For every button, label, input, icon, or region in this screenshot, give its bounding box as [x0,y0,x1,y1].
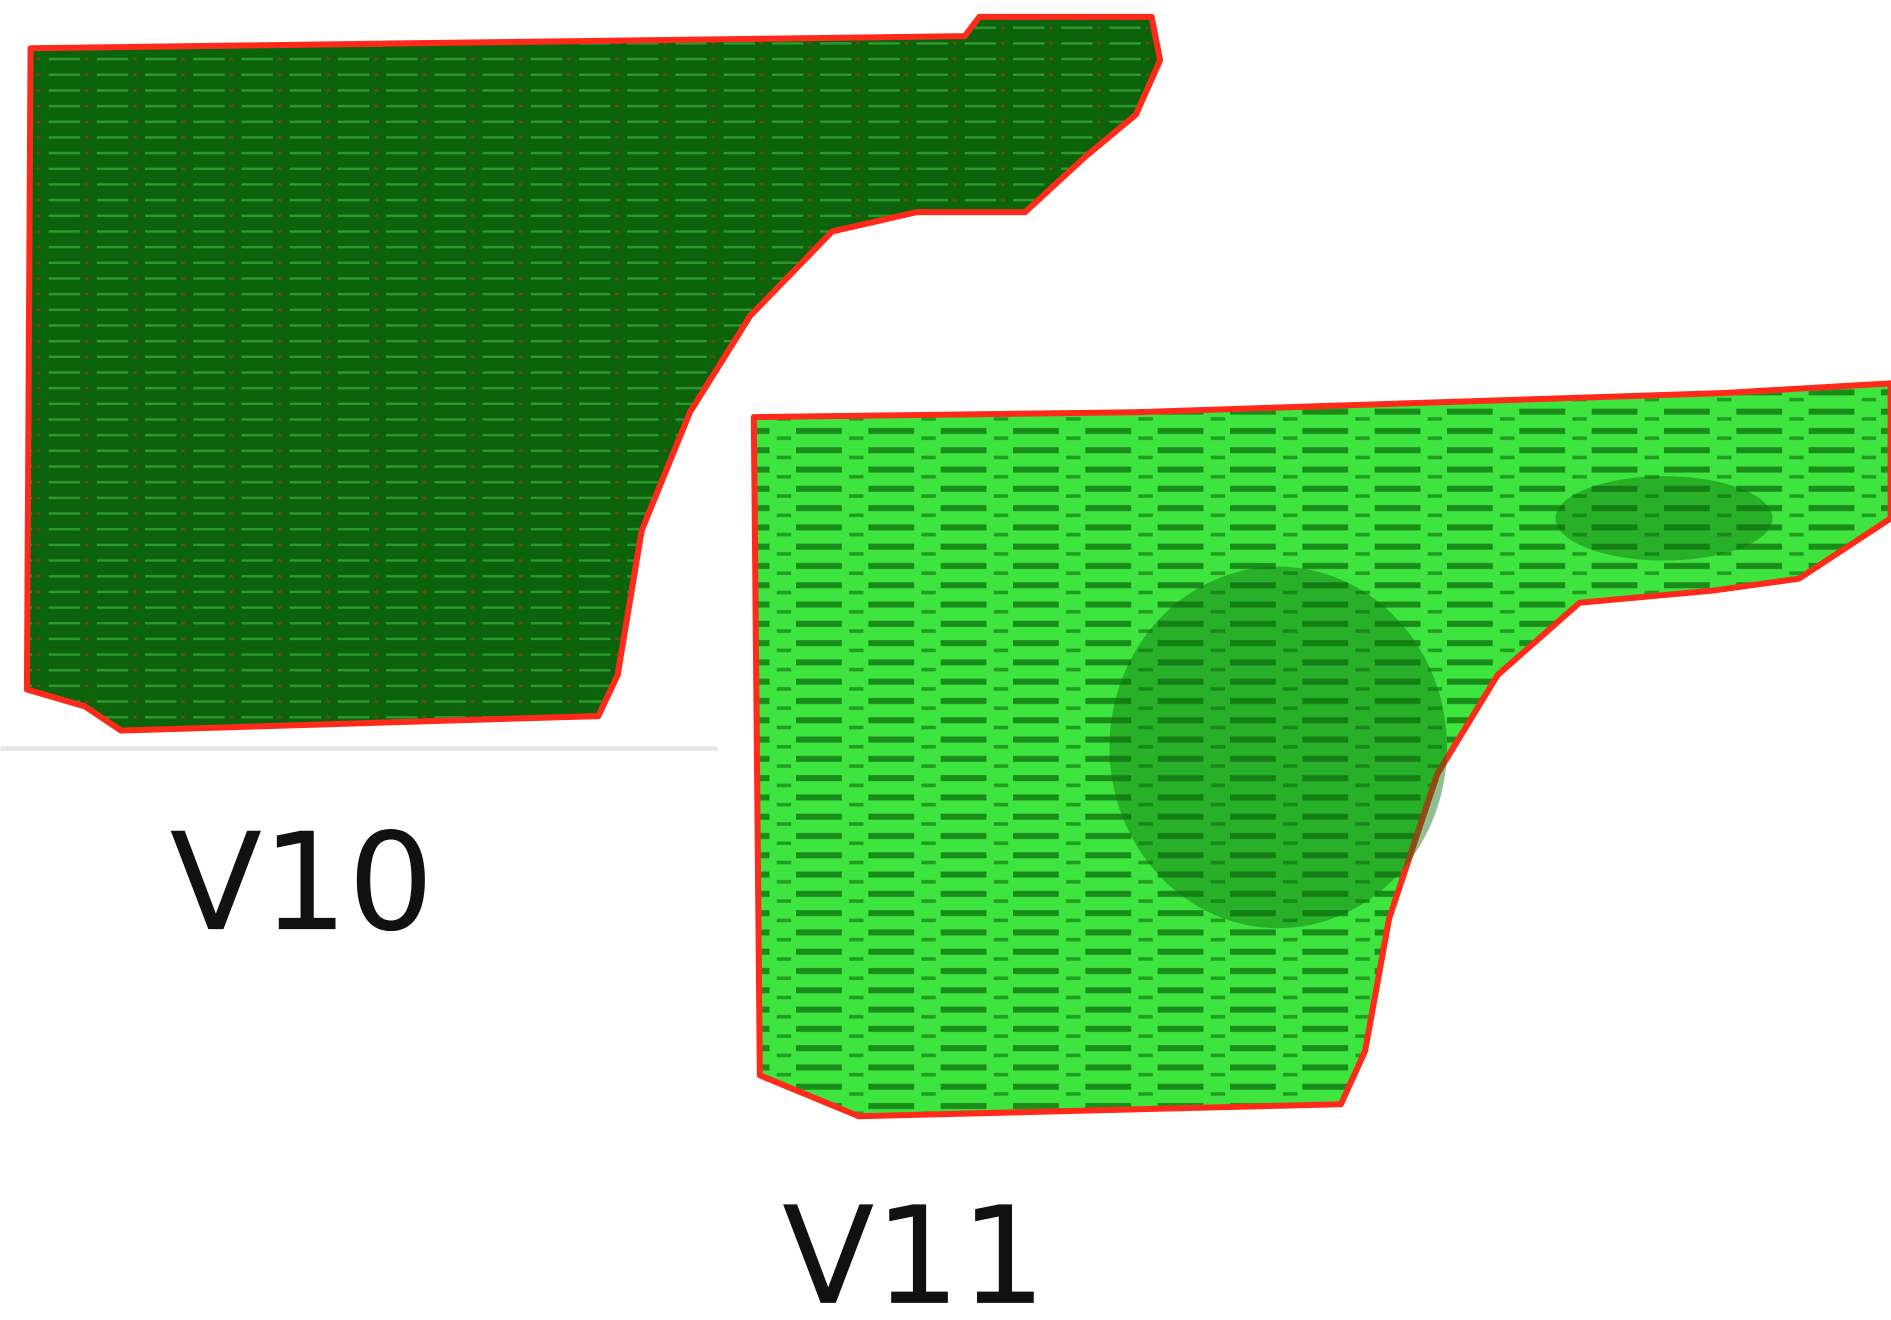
label-v11: V11 [782,1178,1046,1320]
dense-patch [1109,567,1447,929]
page: {"labels": {"left": "V10", "right": "V11… [0,0,1891,1320]
dense-patch [1555,476,1772,560]
field-maps: V10 V11 [0,0,1891,1320]
label-v10: V10 [170,804,434,961]
